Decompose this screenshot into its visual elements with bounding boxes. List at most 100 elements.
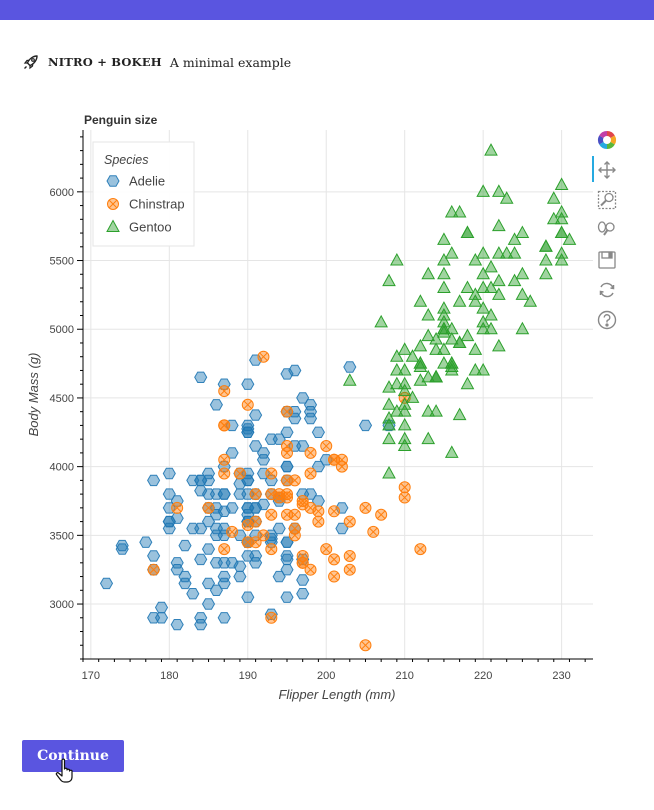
x-tick-label: 170 [82,670,100,682]
data-point-chinstrap [296,494,309,507]
data-point-gentoo [382,380,396,393]
rocket-icon [23,55,38,70]
data-point-gentoo [397,362,412,376]
data-point-gentoo [460,376,475,390]
data-point-gentoo [382,431,396,445]
box-zoom-icon[interactable] [594,188,620,212]
data-point-adelie [303,399,318,411]
data-point-gentoo [452,204,467,218]
data-point-adelie [280,553,294,566]
y-axis-label: Body Mass (g) [26,353,41,437]
data-point-gentoo [397,397,412,410]
data-point-gentoo [397,342,412,355]
data-point-gentoo [523,294,538,307]
data-point-adelie [194,522,208,535]
data-point-gentoo [562,232,577,245]
x-tick-label: 180 [160,670,178,682]
data-point-adelie [217,488,231,500]
data-point-adelie [147,474,161,487]
data-point-chinstrap [343,549,356,562]
data-point-adelie [194,612,208,624]
y-tick-label: 6000 [50,187,74,199]
data-point-adelie [280,550,294,562]
data-point-gentoo [429,404,443,417]
data-point-adelie [186,588,200,600]
data-point-chinstrap [249,515,262,528]
pan-icon[interactable] [594,158,620,182]
data-point-gentoo [554,225,569,239]
data-point-gentoo [437,307,451,321]
data-point-gentoo [382,273,396,287]
data-point-chinstrap [328,570,341,583]
data-point-gentoo [374,314,388,328]
data-point-gentoo [554,246,569,259]
data-point-chinstrap [359,501,372,514]
data-point-gentoo [476,314,490,328]
data-point-adelie [241,423,255,435]
data-point-chinstrap [218,419,231,432]
data-point-adelie [194,553,208,566]
continue-button[interactable]: Continue [22,740,124,772]
save-icon[interactable] [594,248,620,272]
data-point-gentoo [507,273,522,287]
data-point-adelie [358,419,373,432]
y-tick-label: 3500 [50,530,74,542]
data-point-chinstrap [328,505,341,518]
data-point-gentoo [484,280,498,294]
data-point-adelie [217,577,231,590]
data-point-gentoo [476,301,490,314]
data-point-chinstrap [335,453,348,466]
data-point-chinstrap [367,525,380,538]
data-point-adelie [201,543,216,555]
data-point-gentoo [492,287,506,300]
data-point-gentoo [554,177,569,190]
data-point-gentoo [413,294,428,307]
y-tick-label: 5000 [50,324,74,336]
data-point-gentoo [397,417,412,431]
data-point-chinstrap [312,505,325,518]
data-point-gentoo [492,338,506,352]
data-point-adelie [170,564,184,576]
data-point-gentoo [539,266,553,280]
data-point-gentoo [437,232,451,245]
data-point-adelie [296,588,310,600]
hand-cursor-icon [55,758,73,783]
data-point-adelie [201,598,216,610]
data-point-adelie [201,474,216,487]
data-point-gentoo [397,404,412,417]
data-point-chinstrap [414,543,427,556]
data-point-chinstrap [296,556,309,569]
data-point-gentoo [390,376,404,390]
data-point-gentoo [382,411,396,424]
data-point-gentoo [507,232,522,245]
data-point-adelie [170,619,184,631]
data-point-chinstrap [171,501,184,514]
app-header: NITRO + BOKEH A minimal example [22,53,291,71]
data-point-chinstrap [281,405,293,418]
y-tick-label: 5500 [50,256,74,268]
help-icon[interactable] [594,308,620,332]
data-point-chinstrap [265,467,278,480]
data-point-chinstrap [281,440,293,453]
bokeh-logo-icon[interactable] [594,128,620,152]
data-point-adelie [225,447,239,459]
data-point-gentoo [484,143,498,156]
legend-box [92,141,195,247]
data-point-gentoo [437,301,451,314]
data-point-chinstrap [398,481,411,494]
data-point-chinstrap [343,515,356,528]
legend-marker-adelie [106,175,120,187]
data-point-gentoo [444,321,459,335]
wheel-zoom-icon[interactable] [594,218,620,242]
data-point-gentoo [413,338,428,352]
legend-label-adelie: Adelie [129,174,165,189]
data-point-gentoo [460,280,475,294]
x-tick-label: 220 [474,670,492,682]
data-point-chinstrap [335,460,348,473]
reset-icon[interactable] [594,278,620,302]
data-point-gentoo [390,349,404,362]
data-point-chinstrap [249,488,262,501]
data-point-adelie [225,502,239,514]
legend-title: Species [104,153,148,167]
